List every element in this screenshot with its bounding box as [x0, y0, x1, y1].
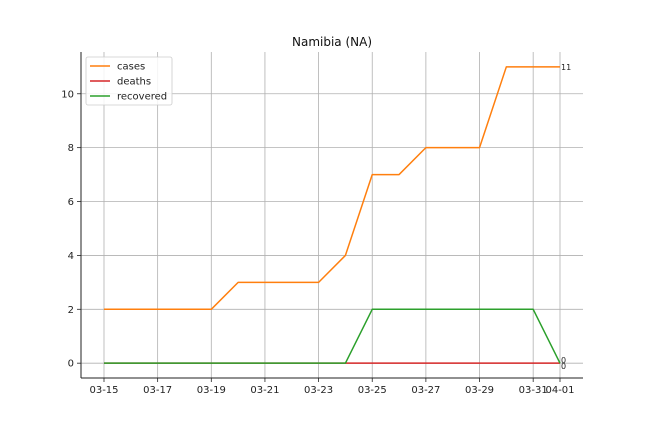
chart-title: Namibia (NA) — [292, 35, 372, 49]
x-tick-label: 03-23 — [304, 385, 333, 396]
y-tick-label: 6 — [68, 197, 74, 208]
y-tick-label: 2 — [68, 305, 74, 316]
legend-label-cases: cases — [117, 62, 145, 73]
x-tick-label: 03-31 — [519, 385, 548, 396]
end-label-deaths: 0 — [561, 356, 566, 365]
y-tick-label: 10 — [61, 89, 74, 100]
x-tick-label: 03-17 — [143, 385, 172, 396]
x-tick-label: 03-21 — [250, 385, 279, 396]
axes: 03-15 03-17 03-19 03-21 03-23 03-25 03-27 03-29… — [61, 52, 583, 396]
legend-label-deaths: deaths — [117, 77, 151, 88]
x-tick-label: 04-01 — [545, 385, 574, 396]
y-tick-label: 4 — [68, 251, 74, 262]
y-tick-label: 8 — [68, 143, 74, 154]
legend: cases deaths recovered — [85, 56, 173, 106]
x-tick-label: 03-25 — [358, 385, 387, 396]
end-labels: 11 00 — [561, 63, 571, 371]
x-tick-label: 03-27 — [411, 385, 440, 396]
x-tick-label: 03-19 — [197, 385, 226, 396]
series-lines — [104, 66, 561, 364]
x-tick-label: 03-29 — [465, 385, 494, 396]
series-line-recovered — [104, 308, 561, 364]
x-tick-label: 03-15 — [89, 385, 118, 396]
end-label-recovered: 0 — [561, 362, 566, 371]
end-label-cases: 11 — [561, 63, 571, 72]
legend-box — [85, 56, 173, 106]
y-tick-label: 0 — [68, 359, 74, 370]
series-line-cases — [104, 66, 560, 311]
legend-label-recovered: recovered — [117, 92, 167, 103]
